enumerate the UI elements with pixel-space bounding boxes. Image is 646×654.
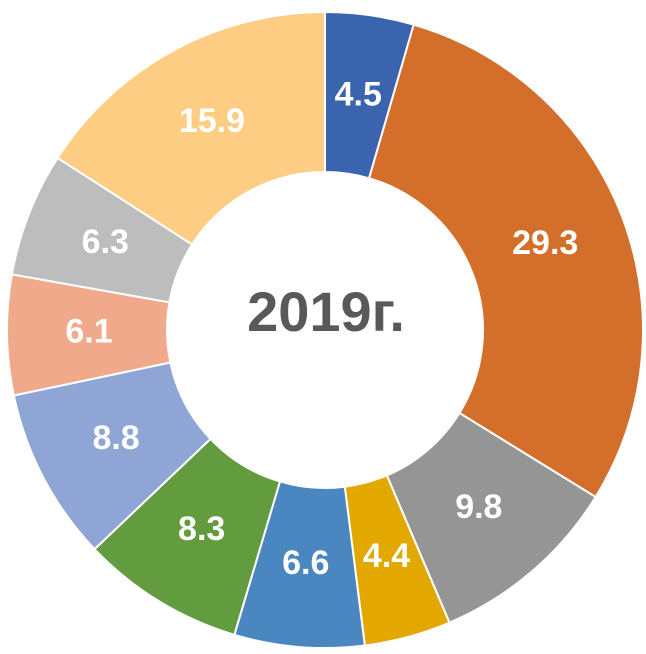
value-label: 6.3 <box>82 223 129 261</box>
slice <box>367 23 644 499</box>
value-label: 8.8 <box>92 419 139 457</box>
value-label: 4.5 <box>335 75 382 113</box>
value-label: 9.8 <box>455 488 502 526</box>
value-label: 6.6 <box>282 544 329 582</box>
value-label: 8.3 <box>178 510 225 548</box>
slice <box>56 10 326 246</box>
value-label: 15.9 <box>179 102 245 140</box>
center-label: 2019г. <box>247 280 405 343</box>
value-label: 6.1 <box>65 313 112 351</box>
value-label: 29.3 <box>512 224 578 262</box>
value-label: 4.4 <box>363 537 410 575</box>
slices <box>6 10 644 649</box>
